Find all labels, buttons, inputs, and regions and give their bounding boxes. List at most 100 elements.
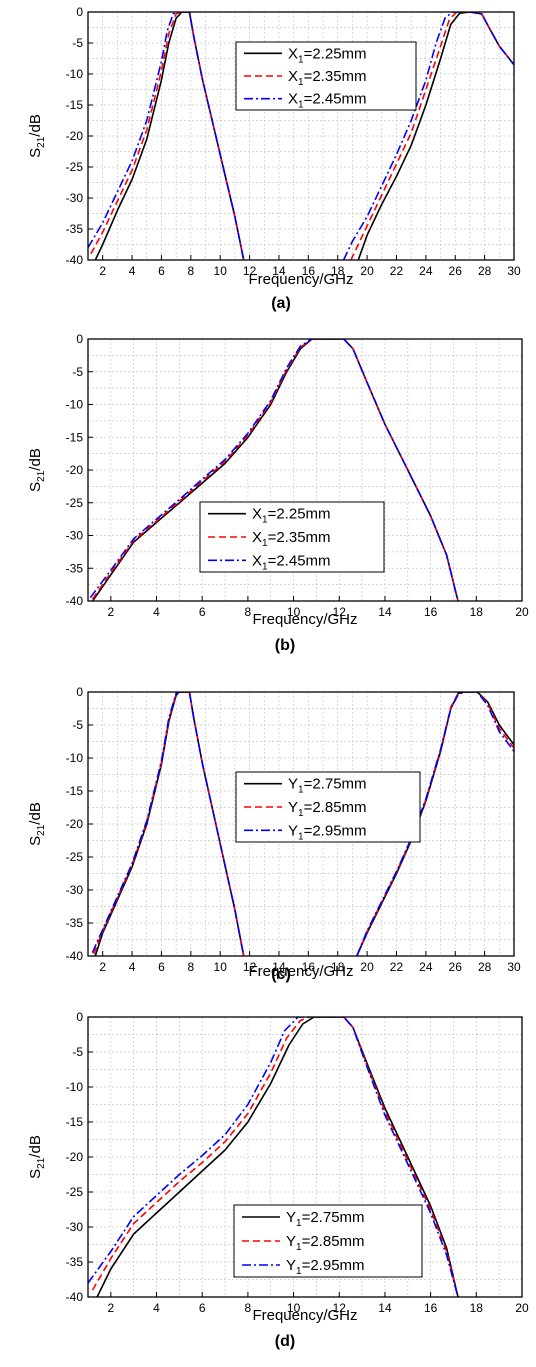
x-tick-label: 2 [99,264,106,278]
x-tick-label: 2 [99,960,106,974]
series-line-3 [91,692,245,956]
y-tick-label: 0 [76,332,83,346]
x-tick-label: 22 [390,264,404,278]
y-tick-label: -20 [66,129,84,143]
x-tick-label: 8 [245,605,252,619]
y-axis-title: S21/dB [27,802,47,846]
y-tick-label: -35 [66,916,84,930]
x-tick-label: 6 [199,605,206,619]
y-axis-title: S21/dB [27,114,47,158]
series-line-2 [90,12,245,260]
y-tick-label: -40 [66,253,84,267]
x-tick-label: 4 [153,1301,160,1315]
y-tick-label: -25 [66,496,84,510]
panel-caption: (b) [275,637,295,654]
chart-b: 0 -5 -10 -15 -20 -25 -30 -35 -40 2 4 6 8 10 12 14 16 18 20… [27,332,529,654]
x-tick-label: 20 [360,960,374,974]
series-line-3 [88,1017,459,1297]
chart-panel-b: 0 -5 -10 -15 -20 -25 -30 -35 -40 2 4 6 8 10 12 14 16 18 20… [0,330,536,670]
x-tick-label: 28 [478,264,492,278]
y-tick-label: -10 [66,67,84,81]
x-tick-label: 10 [287,1301,301,1315]
x-tick-label: 4 [129,264,136,278]
x-tick-label: 18 [331,960,345,974]
x-tick-label: 18 [470,605,484,619]
legend-label-1: X1=2.25mm [288,45,367,65]
legend-label-3: Y1=2.95mm [286,1257,365,1277]
x-tick-label: 14 [378,1301,392,1315]
panel-caption: (d) [275,1333,295,1350]
x-tick-label: 16 [302,960,316,974]
x-tick-label: 6 [158,264,165,278]
y-tick-label: -25 [66,160,84,174]
y-tick-label: -15 [66,98,84,112]
series-line-2 [91,1017,459,1297]
legend-label-1: Y1=2.75mm [288,776,367,796]
y-tick-label: -5 [72,36,83,50]
legend-label-3: Y1=2.95mm [288,822,367,842]
y-tick-label: -30 [66,1220,84,1234]
y-tick-label: -5 [72,365,83,379]
y-tick-label: -35 [66,561,84,575]
y-tick-label: -20 [66,463,84,477]
x-tick-label: 24 [419,264,433,278]
y-tick-label: -10 [66,398,84,412]
legend-label-3: X1=2.45mm [252,552,331,572]
chart-c: 0-5-10-15-20-25-30-35-402 4 6 8 10 12 14 16 18 20… [27,685,521,983]
legend-label-2: X1=2.35mm [288,68,367,88]
x-tick-label: 28 [478,960,492,974]
x-tick-label: 24 [419,960,433,974]
y-tick-label: -15 [66,430,84,444]
x-tick-label: 26 [449,960,463,974]
chart-panel-d: 0 -5 -10 -15 -20 -25 -30 -35 -40 2 4 6 8 10 12 14 16 18 20… [0,1005,536,1367]
y-tick-label: -30 [66,191,84,205]
x-tick-label: 2 [107,1301,114,1315]
series-line-1 [96,1017,459,1297]
y-tick-label: -40 [66,594,84,608]
x-tick-label: 12 [243,264,257,278]
x-tick-label: 8 [245,1301,252,1315]
x-tick-label: 10 [214,960,228,974]
x-tick-label: 14 [272,264,286,278]
x-tick-label: 20 [360,264,374,278]
y-tick-label: -40 [66,949,84,963]
x-axis-title: Frequency/GHz [248,271,353,288]
series-line-3 [88,12,245,260]
series-line-3 [89,339,459,601]
y-tick-label: -25 [66,850,84,864]
y-tick-label: -5 [72,718,83,732]
x-tick-label: 26 [449,264,463,278]
y-tick-label: 0 [76,5,83,19]
panel-caption: (c) [271,966,291,983]
y-tick-label: -30 [66,529,84,543]
x-tick-label: 16 [302,264,316,278]
x-tick-label: 2 [107,605,114,619]
x-tick-label: 4 [153,605,160,619]
x-tick-label: 18 [331,264,345,278]
y-tick-label: -40 [66,1290,84,1304]
x-tick-label: 10 [214,264,228,278]
y-tick-label: 0 [76,1010,83,1024]
x-axis-title: Frequency/GHz [252,1307,357,1324]
chart-a: 0-5-10-15-20-25-30-35-402 4 6 8 10 12 14 16 18 20… [27,5,521,312]
x-tick-label: 14 [272,960,286,974]
legend-label-1: Y1=2.75mm [286,1209,365,1229]
x-tick-label: 8 [187,960,194,974]
y-tick-label: -35 [66,222,84,236]
chart-d: 0 -5 -10 -15 -20 -25 -30 -35 -40 2 4 6 8 10 12 14 16 18 20… [27,1010,529,1350]
x-tick-label: 12 [333,605,347,619]
x-tick-label: 20 [515,605,529,619]
x-tick-label: 8 [187,264,194,278]
y-tick-label: -15 [66,1115,84,1129]
y-tick-label: -30 [66,883,84,897]
x-tick-label: 10 [287,605,301,619]
series-line-3 [342,12,514,260]
x-tick-label: 6 [199,1301,206,1315]
x-tick-label: 12 [333,1301,347,1315]
y-tick-label: -10 [66,1080,84,1094]
x-tick-label: 20 [515,1301,529,1315]
x-tick-label: 22 [390,960,404,974]
y-tick-label: -20 [66,1150,84,1164]
x-tick-label: 16 [424,605,438,619]
legend-label-3: X1=2.45mm [288,91,367,111]
